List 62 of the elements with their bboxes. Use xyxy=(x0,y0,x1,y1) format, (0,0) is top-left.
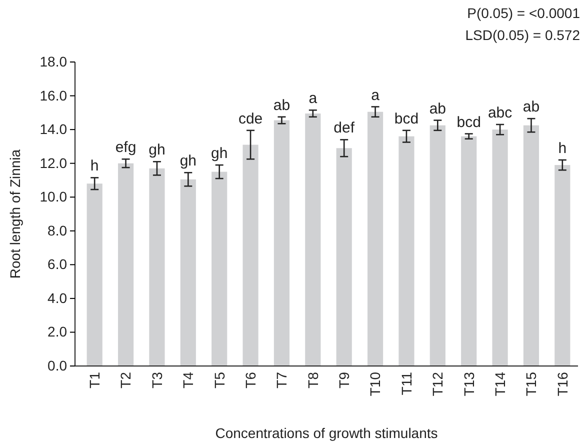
x-tick-label: T5 xyxy=(211,372,228,388)
x-tick-label: T2 xyxy=(118,372,134,388)
text: LSD(0.05) = 0.572 xyxy=(465,27,580,43)
y-tick-label: 10.0 xyxy=(40,188,68,205)
x-tick-label: T13 xyxy=(460,372,477,396)
bar xyxy=(461,136,477,366)
bar xyxy=(305,114,321,366)
x-tick-label: T14 xyxy=(492,372,508,396)
bar xyxy=(492,130,508,366)
bar xyxy=(242,144,258,366)
x-tick-label: T6 xyxy=(242,372,258,388)
annotation: cde xyxy=(238,110,263,128)
annotation: h xyxy=(558,140,567,157)
bar xyxy=(398,136,414,366)
x-axis-title: Concentrations of growth stimulants xyxy=(215,425,438,441)
annotation: efg xyxy=(115,139,136,156)
x-tick-label: T8 xyxy=(304,372,321,388)
x-tick-label: T7 xyxy=(274,372,290,388)
bar xyxy=(212,172,228,366)
y-tick-label: 4.0 xyxy=(48,290,68,306)
x-tick-label: T11 xyxy=(398,372,414,396)
bar xyxy=(367,112,384,366)
annotation: bcd xyxy=(394,110,419,128)
x-tick-label: T12 xyxy=(430,372,446,396)
bar xyxy=(86,184,102,366)
y-tick-label: 16.0 xyxy=(40,87,68,104)
annotation: gh xyxy=(148,142,166,159)
annotation: def xyxy=(334,120,356,137)
bar xyxy=(523,125,540,366)
x-tick-label: T16 xyxy=(554,372,570,396)
bar xyxy=(430,125,446,366)
y-tick-label: 2.0 xyxy=(48,324,68,340)
y-tick-label: 8.0 xyxy=(48,222,68,238)
y-tick-label: 0.0 xyxy=(48,357,68,374)
bar xyxy=(149,168,165,366)
x-tick-label: T10 xyxy=(367,372,384,396)
x-tick-label: T9 xyxy=(336,372,352,388)
annotation: abc xyxy=(488,104,513,122)
annotation: ab xyxy=(273,96,290,114)
annotation: gh xyxy=(180,152,196,170)
annotation: a xyxy=(308,90,318,108)
bar xyxy=(274,120,290,366)
annotation: a xyxy=(371,86,380,104)
bar xyxy=(336,148,352,366)
annotation: ab xyxy=(429,100,446,118)
x-tick-label: T3 xyxy=(148,372,165,388)
y-tick-label: 12.0 xyxy=(40,154,68,171)
annotation: bcd xyxy=(456,114,481,131)
bar xyxy=(118,163,134,366)
bar xyxy=(554,165,570,366)
y-tick-label: 6.0 xyxy=(48,256,68,272)
x-tick-label: T4 xyxy=(180,372,196,388)
text: P(0.05) = <0.0001 xyxy=(467,5,580,21)
annotation: h xyxy=(90,158,99,175)
y-tick-label: 14.0 xyxy=(40,121,68,138)
bar xyxy=(180,179,196,366)
y-tick-label: 18.0 xyxy=(40,53,68,70)
x-tick-label: T1 xyxy=(86,372,102,388)
annotation: gh xyxy=(211,145,228,162)
y-axis-title: Root length of Zinnia xyxy=(7,149,23,279)
x-tick-label: T15 xyxy=(523,372,540,396)
annotation: ab xyxy=(522,98,540,116)
